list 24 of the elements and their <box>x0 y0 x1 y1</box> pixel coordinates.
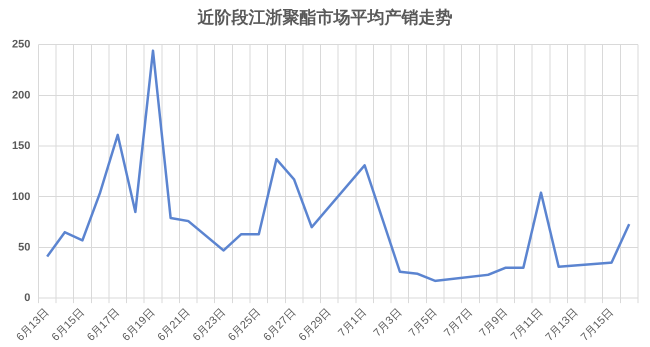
x-tick-label: 6月25日 <box>226 306 264 344</box>
x-tick-label: 7月3日 <box>371 306 404 340</box>
x-tick-label: 7月13日 <box>544 306 581 344</box>
y-tick-label: 100 <box>12 190 30 203</box>
x-tick-label: 6月13日 <box>14 306 52 344</box>
y-tick-label: 50 <box>18 241 30 254</box>
x-tick-label: 7月1日 <box>336 306 369 340</box>
x-tick-label: 6月17日 <box>84 306 122 344</box>
y-tick-label: 150 <box>12 140 30 152</box>
chart-title: 近阶段江浙聚酯市场平均产销走势 <box>196 7 454 29</box>
x-tick-label: 6月21日 <box>156 306 193 344</box>
x-tick-label: 7月15日 <box>578 306 616 344</box>
y-tick-label: 200 <box>12 89 30 102</box>
x-tick-label: 7月9日 <box>477 306 510 340</box>
y-tick-label: 0 <box>24 292 30 304</box>
x-tick-label: 7月7日 <box>442 306 475 340</box>
x-tick-label: 6月23日 <box>190 306 228 344</box>
x-tick-label: 7月11日 <box>508 306 546 344</box>
x-tick-label: 7月5日 <box>406 306 440 340</box>
x-tick-label: 6月19日 <box>120 306 158 344</box>
x-tick-label: 6月27日 <box>261 306 298 344</box>
y-tick-label: 250 <box>12 38 30 51</box>
x-tick-label: 6月29日 <box>296 306 334 344</box>
x-tick-label: 6月15日 <box>50 306 87 344</box>
